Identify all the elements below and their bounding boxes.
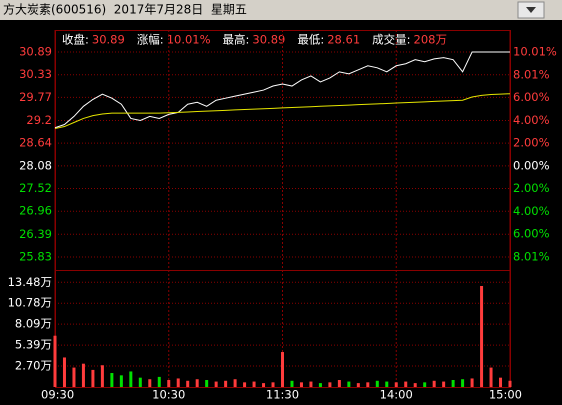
volume-bar xyxy=(262,383,266,387)
volume-bar xyxy=(375,380,379,387)
y2-tick-label: 2.00% xyxy=(513,136,550,150)
y-tick-label: 28.64 xyxy=(19,136,52,150)
stat-label: 涨幅: xyxy=(137,33,164,47)
title-bar xyxy=(0,0,562,20)
volume-bar xyxy=(413,383,417,387)
volume-bar xyxy=(129,371,133,387)
volume-bar xyxy=(62,357,66,387)
volume-bar xyxy=(119,375,123,387)
volume-bar xyxy=(271,382,275,387)
volume-bar xyxy=(81,363,85,387)
volume-bar xyxy=(508,380,512,387)
volume-bar xyxy=(53,335,57,387)
x-tick-label: 14:00 xyxy=(380,388,413,402)
y2-tick-label: 10.01% xyxy=(513,45,557,59)
y2-tick-label: 6.00% xyxy=(513,90,550,104)
stat-value: 28.61 xyxy=(327,33,360,47)
y-tick-label: 26.39 xyxy=(19,227,52,241)
volume-bar xyxy=(423,382,427,387)
volume-bar xyxy=(176,378,180,387)
y-tick-label: 29.2 xyxy=(26,113,52,127)
y2-tick-label: 2.00% xyxy=(513,181,550,195)
volume-bar xyxy=(138,377,142,387)
y2-tick-label: 6.00% xyxy=(513,227,550,241)
volume-tick-label: 2.70万 xyxy=(15,359,52,373)
price-line xyxy=(54,51,510,129)
stat-value: 208万 xyxy=(414,33,447,47)
stat-value: 10.01% xyxy=(167,33,211,47)
y-tick-label: 26.96 xyxy=(19,204,52,218)
volume-bar xyxy=(366,382,370,387)
y-tick-label: 28.08 xyxy=(19,158,52,172)
stat-label: 成交量: xyxy=(372,33,410,47)
volume-bar xyxy=(356,383,360,387)
x-tick-label: 15:00 xyxy=(489,388,522,402)
volume-bar xyxy=(347,381,351,387)
y2-tick-label: 0.00% xyxy=(513,158,550,172)
volume-bar xyxy=(404,381,408,387)
stat-value: 30.89 xyxy=(92,33,125,47)
volume-bar xyxy=(110,373,114,387)
volume-bar xyxy=(470,378,474,387)
volume-bar xyxy=(318,383,322,387)
volume-bar xyxy=(489,367,493,387)
volume-tick-label: 13.48万 xyxy=(8,275,52,289)
volume-bar xyxy=(337,380,341,387)
volume-bar xyxy=(252,381,256,387)
volume-bar xyxy=(157,376,161,387)
stat-label: 最高: xyxy=(223,33,250,47)
volume-bar xyxy=(299,382,303,387)
volume-tick-label: 8.09万 xyxy=(15,317,52,331)
volume-bar xyxy=(385,381,389,387)
volume-tick-label: 5.39万 xyxy=(15,338,52,352)
y2-tick-label: 8.01% xyxy=(513,250,550,264)
y-tick-label: 29.77 xyxy=(19,90,52,104)
volume-bar xyxy=(394,382,398,387)
volume-bar xyxy=(224,380,228,387)
y-tick-label: 25.83 xyxy=(19,250,52,264)
volume-bar xyxy=(499,377,503,387)
volume-bar xyxy=(451,380,455,387)
x-tick-label: 09:30 xyxy=(41,388,74,402)
volume-bar xyxy=(72,367,76,387)
y-tick-label: 30.33 xyxy=(19,67,52,81)
price-line xyxy=(54,93,511,130)
volume-bar xyxy=(205,380,209,387)
volume-bar xyxy=(195,379,199,387)
volume-bar xyxy=(233,379,237,387)
x-tick-label: 10:30 xyxy=(152,388,185,402)
volume-bar xyxy=(100,365,104,387)
volume-bar xyxy=(243,382,247,387)
volume-bar xyxy=(328,382,332,387)
volume-bar xyxy=(148,379,152,387)
volume-tick-label: 10.78万 xyxy=(8,296,52,310)
menu-icon xyxy=(526,7,536,13)
volume-bar xyxy=(309,381,313,387)
x-tick-label: 11:30 xyxy=(266,388,299,402)
y-tick-label: 30.89 xyxy=(19,45,52,59)
stat-value: 30.89 xyxy=(252,33,285,47)
volume-bar xyxy=(461,379,465,387)
volume-bar xyxy=(186,380,190,387)
volume-bar xyxy=(214,381,218,387)
stat-label: 收盘: xyxy=(62,33,89,47)
volume-bar xyxy=(91,369,95,387)
title: 方大炭素(600516) 2017年7月28日 星期五 xyxy=(3,2,247,17)
y-tick-label: 27.52 xyxy=(19,181,52,195)
volume-bar xyxy=(290,380,294,387)
y2-tick-label: 4.00% xyxy=(513,113,550,127)
volume-bar xyxy=(432,380,436,387)
volume-bar xyxy=(442,381,446,387)
stat-label: 最低: xyxy=(297,33,324,47)
volume-bar xyxy=(480,285,484,387)
y2-tick-label: 8.01% xyxy=(513,67,550,81)
y2-tick-label: 4.00% xyxy=(513,204,550,218)
volume-bar xyxy=(167,380,171,387)
volume-bar xyxy=(281,352,284,387)
